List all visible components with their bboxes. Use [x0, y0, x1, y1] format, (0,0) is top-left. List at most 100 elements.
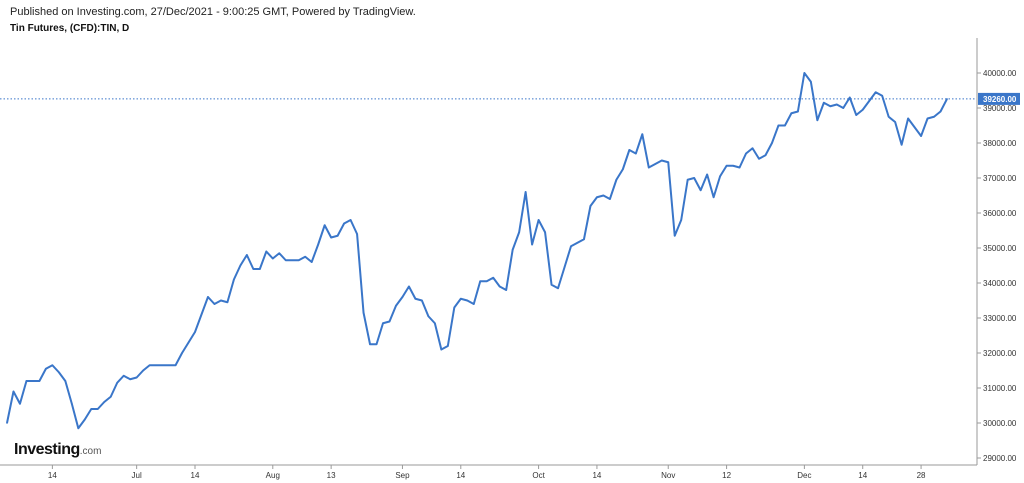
data-point [524, 191, 527, 193]
data-point [576, 241, 579, 244]
data-point [103, 401, 106, 403]
y-tick-label: 33000.00 [983, 314, 1017, 323]
data-point [297, 259, 300, 262]
data-point [745, 152, 747, 155]
data-point [213, 303, 216, 305]
data-point [635, 152, 637, 155]
data-point [336, 234, 339, 237]
x-tick-label: 14 [48, 471, 57, 480]
logo-brand: Investing [14, 441, 80, 458]
data-point [777, 124, 780, 127]
data-point [887, 115, 890, 118]
data-point [71, 402, 73, 405]
data-point [453, 306, 456, 309]
data-point [498, 285, 501, 288]
data-point [304, 255, 307, 258]
data-point [511, 248, 514, 251]
data-point [129, 378, 131, 381]
data-point [920, 135, 922, 137]
data-point [459, 297, 462, 300]
data-point [823, 101, 825, 104]
x-tick-label: Sep [395, 471, 410, 480]
data-point [764, 154, 767, 157]
data-point [375, 343, 378, 346]
data-point [660, 159, 663, 162]
data-point [362, 311, 365, 314]
data-point [356, 233, 358, 235]
data-point [939, 110, 942, 113]
data-point [12, 390, 15, 393]
data-point [531, 243, 533, 246]
data-point [570, 245, 572, 248]
data-point [472, 303, 475, 305]
data-point [401, 296, 404, 298]
data-point [894, 121, 896, 123]
data-point [395, 304, 397, 307]
published-note: Published on Investing.com, 27/Dec/2021 … [10, 6, 416, 18]
data-point [174, 364, 177, 367]
x-tick-label: 28 [917, 471, 926, 480]
y-axis: 29000.00 30000.00 31000.00 32000.00 33000.00… [976, 38, 1020, 465]
data-point [933, 115, 935, 118]
data-point [686, 178, 689, 181]
data-point [284, 259, 287, 262]
last-price-badge [978, 92, 1020, 105]
data-point [246, 254, 248, 256]
y-tick-label: 36000.00 [983, 209, 1017, 218]
x-axis: 14 Jul 14 Aug 13 Sep 14 Oct 14 Nov 12 Dec 14 28 [0, 464, 977, 480]
data-point [83, 418, 86, 421]
data-point [622, 168, 624, 171]
data-point [323, 224, 326, 227]
data-point [440, 348, 443, 351]
data-point [220, 299, 222, 302]
data-point [492, 276, 495, 279]
data-point [505, 289, 507, 291]
data-point [265, 250, 268, 253]
data-point [252, 268, 255, 270]
data-point [842, 107, 845, 109]
data-point [758, 157, 760, 160]
x-tick-label: Aug [266, 471, 280, 480]
data-point [155, 364, 157, 367]
data-point [310, 261, 313, 263]
data-point [771, 142, 773, 144]
data-point [647, 166, 650, 169]
data-point [122, 374, 125, 377]
data-point [187, 341, 190, 344]
data-point [116, 381, 119, 384]
data-point [550, 283, 553, 286]
data-point [874, 91, 877, 94]
data-point [291, 259, 294, 262]
data-point [537, 219, 540, 221]
data-point [868, 100, 871, 102]
data-point [90, 408, 93, 410]
data-point [148, 364, 151, 367]
data-point [408, 285, 410, 288]
data-point [226, 301, 229, 304]
data-point [142, 369, 144, 372]
data-point [194, 331, 196, 333]
data-point [673, 234, 676, 237]
data-point [109, 395, 112, 398]
instrument-title: Tin Futures, (CFD):TIN, D [10, 23, 130, 34]
x-tick-label: 14 [592, 471, 601, 480]
data-point [725, 164, 728, 167]
x-tick-label: 14 [858, 471, 867, 480]
data-point [693, 177, 695, 179]
price-series-line [6, 72, 948, 430]
data-point [330, 236, 332, 239]
data-point [382, 322, 384, 325]
y-tick-label: 31000.00 [983, 384, 1017, 393]
data-point [706, 173, 708, 176]
data-point [563, 266, 566, 269]
y-tick-label: 29000.00 [983, 454, 1017, 463]
data-point [712, 196, 715, 199]
x-tick-label: 14 [456, 471, 465, 480]
data-point [557, 287, 559, 290]
investing-logo: Investing.com [14, 441, 101, 459]
data-point [680, 219, 683, 221]
data-point [803, 72, 806, 74]
data-point [207, 296, 209, 298]
data-point [797, 110, 799, 113]
